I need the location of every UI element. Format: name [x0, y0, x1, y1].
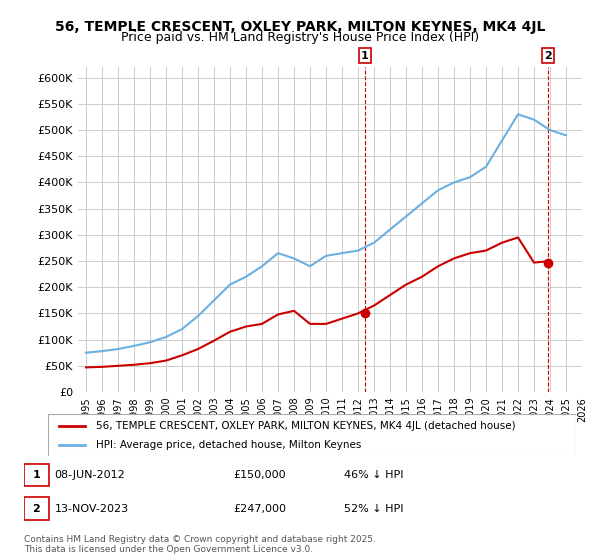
Text: 1: 1: [32, 470, 40, 480]
Text: 1: 1: [361, 51, 369, 60]
Text: 08-JUN-2012: 08-JUN-2012: [55, 470, 125, 480]
FancyBboxPatch shape: [24, 497, 49, 520]
Text: 56, TEMPLE CRESCENT, OXLEY PARK, MILTON KEYNES, MK4 4JL: 56, TEMPLE CRESCENT, OXLEY PARK, MILTON …: [55, 20, 545, 34]
Text: 52% ↓ HPI: 52% ↓ HPI: [344, 503, 404, 514]
Text: 2: 2: [32, 503, 40, 514]
Text: 46% ↓ HPI: 46% ↓ HPI: [344, 470, 404, 480]
Text: 56, TEMPLE CRESCENT, OXLEY PARK, MILTON KEYNES, MK4 4JL (detached house): 56, TEMPLE CRESCENT, OXLEY PARK, MILTON …: [95, 421, 515, 431]
Text: £247,000: £247,000: [234, 503, 287, 514]
FancyBboxPatch shape: [48, 414, 576, 456]
Text: £150,000: £150,000: [234, 470, 286, 480]
Text: 13-NOV-2023: 13-NOV-2023: [55, 503, 128, 514]
Text: Price paid vs. HM Land Registry's House Price Index (HPI): Price paid vs. HM Land Registry's House …: [121, 31, 479, 44]
Text: Contains HM Land Registry data © Crown copyright and database right 2025.
This d: Contains HM Land Registry data © Crown c…: [24, 535, 376, 554]
Text: HPI: Average price, detached house, Milton Keynes: HPI: Average price, detached house, Milt…: [95, 440, 361, 450]
FancyBboxPatch shape: [24, 464, 49, 487]
Text: 2: 2: [544, 51, 552, 60]
